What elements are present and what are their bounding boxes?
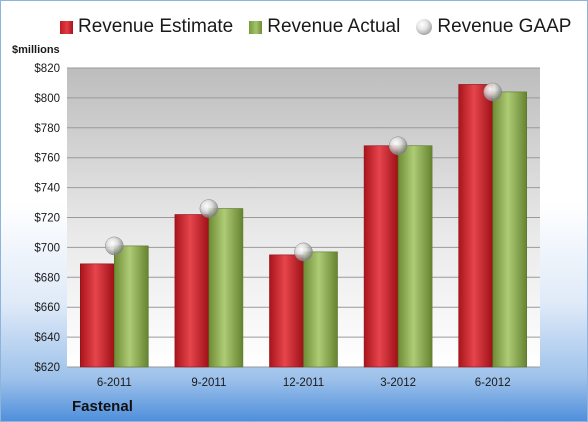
bar-revenue-estimate <box>269 254 304 368</box>
x-tick-label: 6-2011 <box>97 377 132 389</box>
legend-swatch-actual <box>249 20 263 34</box>
bar-revenue-actual <box>114 245 149 368</box>
company-name: Fastenal <box>72 398 133 415</box>
y-tick-label: $640 <box>34 332 60 344</box>
legend-label-actual: Revenue Actual <box>267 16 401 37</box>
y-tick-label: $760 <box>34 153 60 165</box>
y-tick-label: $800 <box>34 93 60 105</box>
y-tick-label: $780 <box>34 123 60 135</box>
x-tick-label: 9-2011 <box>191 377 226 389</box>
marker-revenue-gaap <box>199 199 219 218</box>
x-tick-label: 6-2012 <box>475 377 511 389</box>
bar-revenue-actual <box>492 91 528 368</box>
y-tick-label: $700 <box>34 242 60 254</box>
bar-revenue-actual <box>303 251 338 368</box>
marker-revenue-gaap <box>388 136 408 155</box>
bar-revenue-actual <box>208 208 244 368</box>
legend-item-gaap: Revenue GAAP <box>416 16 571 38</box>
bar-revenue-estimate <box>80 263 115 368</box>
y-tick-label: $740 <box>34 183 60 195</box>
marker-revenue-gaap <box>483 82 502 102</box>
legend-swatch-estimate <box>60 20 73 34</box>
x-tick-label: 3-2012 <box>380 377 416 389</box>
legend-item-estimate: Revenue Estimate <box>60 16 233 38</box>
legend-label-estimate: Revenue Estimate <box>78 16 234 37</box>
y-tick-label: $660 <box>34 302 60 314</box>
y-tick-label: $720 <box>34 213 60 225</box>
marker-revenue-gaap <box>105 236 124 256</box>
x-tick-label: 12-2011 <box>283 377 324 389</box>
bar-revenue-estimate <box>363 145 399 368</box>
y-tick-label: $620 <box>34 362 60 374</box>
y-axis-unit-label: $millions <box>12 44 60 56</box>
bar-revenue-actual <box>397 145 433 368</box>
legend-item-actual: Revenue Actual <box>249 16 400 38</box>
legend-swatch-gaap <box>416 19 433 35</box>
y-tick-label: $680 <box>34 272 60 284</box>
legend-label-gaap: Revenue GAAP <box>437 16 572 37</box>
y-tick-label: $820 <box>34 63 60 75</box>
bar-revenue-estimate <box>458 84 494 368</box>
marker-revenue-gaap <box>294 242 313 262</box>
bar-revenue-estimate <box>174 214 210 368</box>
chart-legend: Revenue Estimate Revenue Actual Revenue … <box>60 16 587 38</box>
